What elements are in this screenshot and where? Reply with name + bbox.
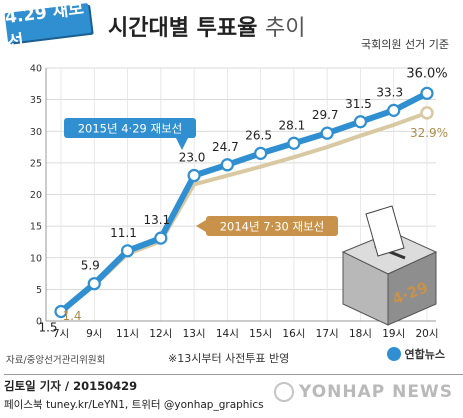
reporter-credit: 김토일 기자 / 20150429 [4,379,138,393]
title-light: 추이 [265,16,306,41]
data-label-2014: 32.9% [410,126,448,140]
x-tick-label: 9시 [86,328,102,340]
title-bold: 시간대별 투표율 [108,16,258,41]
data-point [420,86,434,100]
data-label-2015: 11.1 [110,226,137,240]
series-2015 [54,86,434,319]
legend-2015-pointer [176,138,188,150]
data-point [353,115,368,129]
source-text: 자료/중앙선거관리위원회 [6,355,106,366]
data-point [420,106,434,120]
data-point [187,168,201,183]
data-label-2015: 31.5 [345,97,372,111]
watermark-text: YONHAP NEWS [299,382,453,402]
y-tick-label: 15 [30,222,42,233]
data-label-2014: 1.4 [62,309,81,323]
x-tick-label: 11시 [116,328,139,340]
data-label-2015: 33.3 [376,85,403,99]
legend-2015-box [64,118,196,138]
data-label-2015: 29.7 [312,108,339,122]
y-tick-label: 20 [30,190,42,201]
x-tick-label: 20시 [415,328,438,340]
y-tick-label: 0 [36,317,42,328]
data-point [220,158,234,172]
y-tick-label: 25 [30,158,42,169]
data-point [320,126,334,140]
legend-2014-label: 2014년 7·30 재보선 [220,220,325,234]
x-axis: 7시 9시 11시 12시 13시 14시 15시 16시 17시 18시 19시 20시 [46,320,439,340]
data-point [54,304,68,319]
ballot-box-illustration: 4·29 [341,205,438,326]
x-tick-label: 12시 [149,328,172,340]
data-label-2015: 13.1 [143,213,170,227]
page-title: 시간대별 투표율 추이 [108,10,306,42]
x-tick-label: 19시 [382,328,405,340]
x-tick-label: 16시 [282,328,305,340]
yonhap-logo-icon [386,347,401,361]
data-point [87,277,101,291]
x-tick-label: 7시 [53,328,69,340]
x-tick-label: 14시 [216,328,239,340]
data-label-2015: 24.7 [212,140,239,154]
data-point [154,231,168,245]
data-label-2015: 28.1 [279,118,306,132]
data-label-2015: 23.0 [179,151,206,165]
legend-callouts: 2015년 4·29 재보선 2014년 7·30 재보선 [64,118,338,236]
ballot-paper [365,205,405,257]
data-label-2015: 1.5 [38,321,57,335]
data-label-2015: 26.5 [245,128,272,142]
x-tick-label: 15시 [249,328,272,340]
data-point [387,103,401,117]
early-vote-note: ※13시부터 사전투표 반영 [168,352,290,365]
legend-2014-pointer [196,220,206,232]
social-links: 페이스북 tuney.kr/LeYN1, 트위터 @yonhap_graphic… [4,399,264,411]
x-tick-label: 17시 [316,328,339,340]
x-tick-label: 18시 [349,328,372,340]
y-tick-label: 30 [30,127,42,138]
data-point [254,146,268,160]
data-point [287,136,301,150]
chart-subtitle: 국회의원 선거 기준 [361,38,449,51]
data-labels: 1.5 5.9 11.1 13.1 23.0 24.7 26.5 28.1 29.7 31.5 33… [38,66,448,334]
legend-2015-label: 2015년 4·29 재보선 [78,122,183,136]
y-tick-label: 40 [30,64,42,75]
x-tick-label: 13시 [183,328,206,340]
watermark-logo-icon [274,382,295,402]
y-tick-label: 10 [30,253,42,264]
footer-divider [4,374,463,375]
data-point [120,244,135,258]
watermark: YONHAP NEWS [274,382,453,402]
brand-name: 연합뉴스 [404,348,445,361]
data-label-2015: 5.9 [81,259,100,273]
y-axis: 0 5 10 15 20 25 30 35 40 [30,64,47,328]
y-tick-label: 35 [30,95,42,106]
legend-2014-box [206,216,338,236]
brand-logo: 연합뉴스 [386,346,445,362]
ballot-box-front [387,251,437,326]
y-tick-label: 5 [36,285,42,296]
data-label-2015: 36.0% [406,66,447,81]
